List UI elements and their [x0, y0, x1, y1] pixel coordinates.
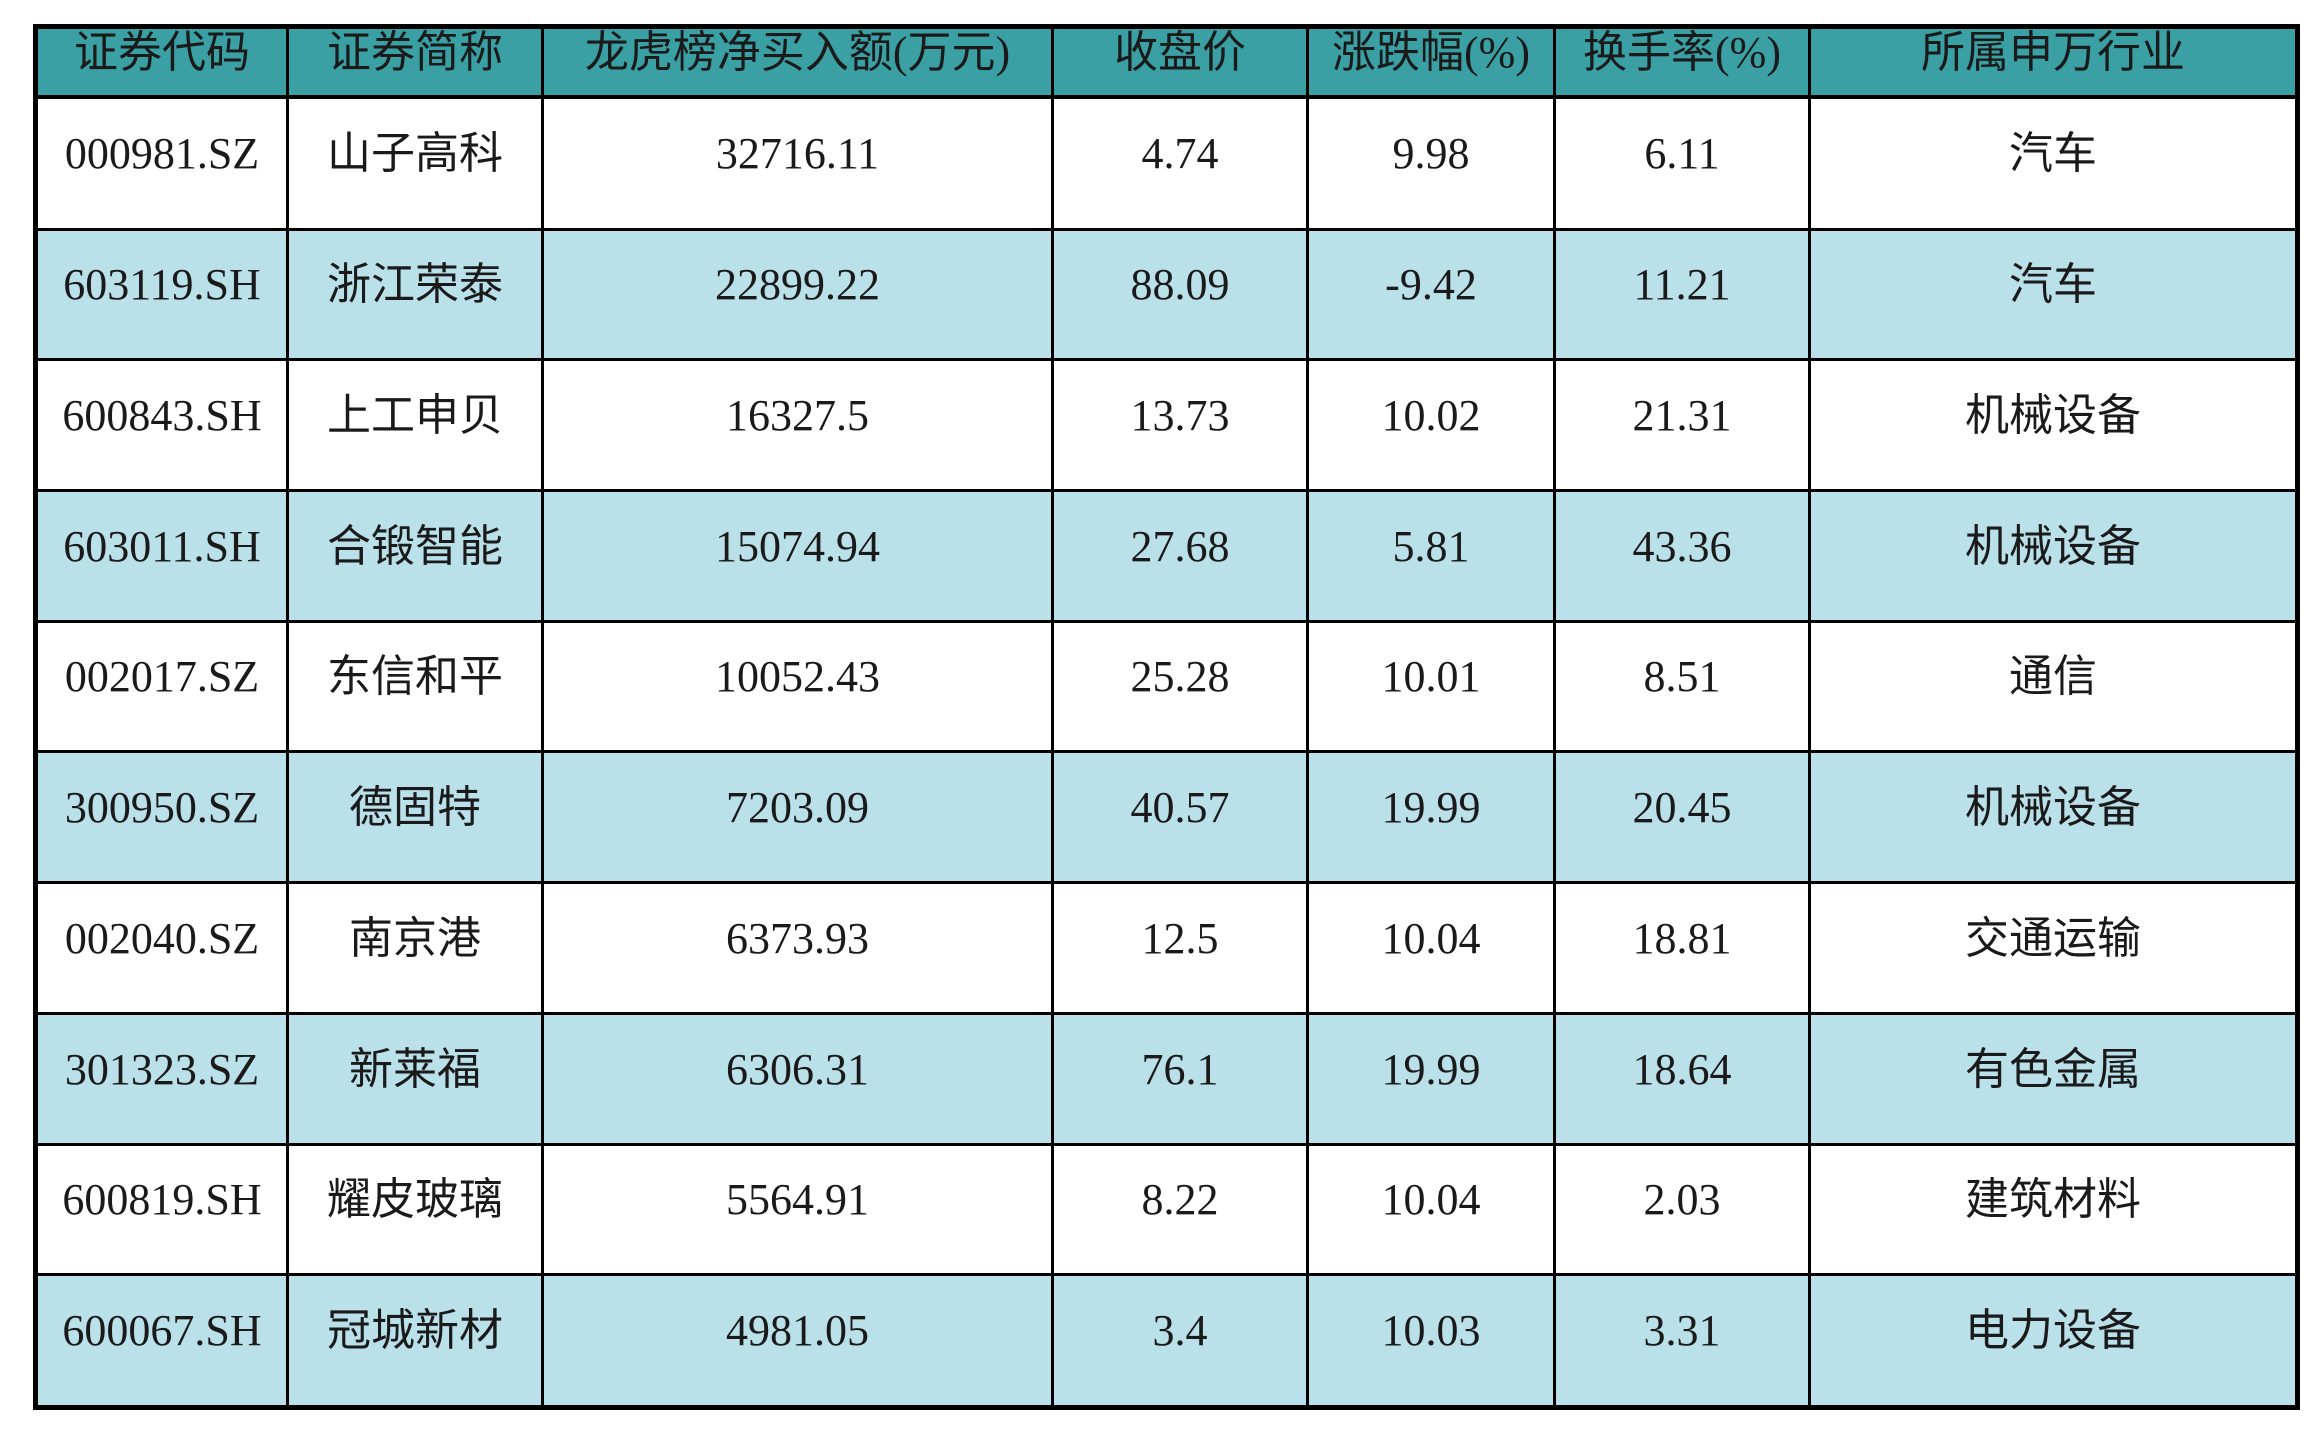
- cell-change-percent: 19.99: [1306, 1011, 1556, 1146]
- cell-turnover-percent: 21.31: [1553, 358, 1811, 492]
- cell-security-code: 002040.SZ: [34, 881, 289, 1015]
- cell-security-name: 浙江荣泰: [286, 227, 544, 362]
- cell-turnover-percent: 43.36: [1553, 488, 1811, 623]
- cell-security-name: 德固特: [286, 750, 544, 885]
- table-row: 002017.SZ 东信和平 10052.43 25.28 10.01 8.51 通信: [34, 619, 2299, 754]
- cell-change-percent: 10.04: [1306, 881, 1556, 1015]
- cell-close-price: 13.73: [1051, 358, 1309, 492]
- cell-security-code: 002017.SZ: [34, 619, 289, 754]
- cell-turnover-percent: 2.03: [1553, 1142, 1811, 1277]
- cell-net-buy-amount: 6306.31: [541, 1011, 1054, 1146]
- cell-security-code: 300950.SZ: [34, 750, 289, 885]
- cell-security-code: 603119.SH: [34, 227, 289, 362]
- cell-net-buy-amount: 4981.05: [541, 1273, 1054, 1409]
- cell-close-price: 4.74: [1051, 95, 1309, 231]
- table-row: 600843.SH 上工申贝 16327.5 13.73 10.02 21.31 机械设备: [34, 358, 2299, 492]
- table-row: 300950.SZ 德固特 7203.09 40.57 19.99 20.45 机械设备: [34, 750, 2299, 885]
- cell-security-code: 600067.SH: [34, 1273, 289, 1409]
- cell-sw-industry: 机械设备: [1808, 750, 2299, 885]
- column-header-net-buy-amount: 龙虎榜净买入额(万元): [541, 25, 1054, 100]
- cell-close-price: 40.57: [1051, 750, 1309, 885]
- table-row: 002040.SZ 南京港 6373.93 12.5 10.04 18.81 交通运输: [34, 881, 2299, 1015]
- cell-security-name: 南京港: [286, 881, 544, 1015]
- cell-change-percent: 19.99: [1306, 750, 1556, 885]
- cell-security-name: 东信和平: [286, 619, 544, 754]
- cell-sw-industry: 交通运输: [1808, 881, 2299, 1015]
- table-row: 603011.SH 合锻智能 15074.94 27.68 5.81 43.36 机械设备: [34, 488, 2299, 623]
- cell-close-price: 3.4: [1051, 1273, 1309, 1409]
- cell-security-name: 新莱福: [286, 1011, 544, 1146]
- cell-security-name: 合锻智能: [286, 488, 544, 623]
- cell-net-buy-amount: 6373.93: [541, 881, 1054, 1015]
- cell-net-buy-amount: 32716.11: [541, 95, 1054, 231]
- table-header: 证券代码 证券简称 龙虎榜净买入额(万元) 收盘价 涨跌幅(%) 换手率(%) 所属申万行业: [34, 25, 2299, 100]
- cell-change-percent: 5.81: [1306, 488, 1556, 623]
- cell-close-price: 25.28: [1051, 619, 1309, 754]
- dragon-tiger-list-table: 证券代码 证券简称 龙虎榜净买入额(万元) 收盘价 涨跌幅(%) 换手率(%) 所属申万行业…: [33, 24, 2300, 1410]
- cell-turnover-percent: 18.81: [1553, 881, 1811, 1015]
- cell-turnover-percent: 18.64: [1553, 1011, 1811, 1146]
- cell-security-name: 冠城新材: [286, 1273, 544, 1409]
- cell-security-code: 603011.SH: [34, 488, 289, 623]
- table-row: 600067.SH 冠城新材 4981.05 3.4 10.03 3.31 电力设备: [34, 1273, 2299, 1409]
- cell-net-buy-amount: 5564.91: [541, 1142, 1054, 1277]
- cell-turnover-percent: 6.11: [1553, 95, 1811, 231]
- cell-security-code: 600819.SH: [34, 1142, 289, 1277]
- cell-security-code: 301323.SZ: [34, 1011, 289, 1146]
- cell-security-code: 000981.SZ: [34, 95, 289, 231]
- cell-security-name: 耀皮玻璃: [286, 1142, 544, 1277]
- cell-change-percent: 10.01: [1306, 619, 1556, 754]
- cell-close-price: 76.1: [1051, 1011, 1309, 1146]
- cell-change-percent: 10.02: [1306, 358, 1556, 492]
- cell-sw-industry: 建筑材料: [1808, 1142, 2299, 1277]
- cell-change-percent: 10.04: [1306, 1142, 1556, 1277]
- column-header-turnover-percent: 换手率(%): [1553, 25, 1811, 100]
- column-header-sw-industry: 所属申万行业: [1808, 25, 2299, 100]
- cell-turnover-percent: 20.45: [1553, 750, 1811, 885]
- table-body: 000981.SZ 山子高科 32716.11 4.74 9.98 6.11 汽车 60311…: [34, 95, 2299, 1409]
- cell-sw-industry: 通信: [1808, 619, 2299, 754]
- cell-net-buy-amount: 15074.94: [541, 488, 1054, 623]
- cell-close-price: 88.09: [1051, 227, 1309, 362]
- cell-net-buy-amount: 7203.09: [541, 750, 1054, 885]
- cell-security-name: 上工申贝: [286, 358, 544, 492]
- cell-net-buy-amount: 22899.22: [541, 227, 1054, 362]
- cell-sw-industry: 电力设备: [1808, 1273, 2299, 1409]
- table-row: 603119.SH 浙江荣泰 22899.22 88.09 -9.42 11.21 汽车: [34, 227, 2299, 362]
- table-row: 301323.SZ 新莱福 6306.31 76.1 19.99 18.64 有色金属: [34, 1011, 2299, 1146]
- cell-turnover-percent: 11.21: [1553, 227, 1811, 362]
- cell-security-code: 600843.SH: [34, 358, 289, 492]
- cell-sw-industry: 汽车: [1808, 95, 2299, 231]
- cell-sw-industry: 机械设备: [1808, 358, 2299, 492]
- cell-change-percent: -9.42: [1306, 227, 1556, 362]
- stock-table-container: 证券代码 证券简称 龙虎榜净买入额(万元) 收盘价 涨跌幅(%) 换手率(%) 所属申万行业…: [33, 24, 2300, 1410]
- cell-change-percent: 9.98: [1306, 95, 1556, 231]
- cell-net-buy-amount: 16327.5: [541, 358, 1054, 492]
- cell-sw-industry: 有色金属: [1808, 1011, 2299, 1146]
- cell-close-price: 8.22: [1051, 1142, 1309, 1277]
- cell-sw-industry: 汽车: [1808, 227, 2299, 362]
- cell-close-price: 27.68: [1051, 488, 1309, 623]
- cell-turnover-percent: 3.31: [1553, 1273, 1811, 1409]
- column-header-change-percent: 涨跌幅(%): [1306, 25, 1556, 100]
- column-header-close-price: 收盘价: [1051, 25, 1309, 100]
- cell-net-buy-amount: 10052.43: [541, 619, 1054, 754]
- cell-turnover-percent: 8.51: [1553, 619, 1811, 754]
- table-row: 000981.SZ 山子高科 32716.11 4.74 9.98 6.11 汽车: [34, 95, 2299, 231]
- column-header-security-code: 证券代码: [34, 25, 289, 100]
- cell-sw-industry: 机械设备: [1808, 488, 2299, 623]
- cell-close-price: 12.5: [1051, 881, 1309, 1015]
- header-row: 证券代码 证券简称 龙虎榜净买入额(万元) 收盘价 涨跌幅(%) 换手率(%) 所属申万行业: [34, 25, 2299, 100]
- column-header-security-name: 证券简称: [286, 25, 544, 100]
- cell-change-percent: 10.03: [1306, 1273, 1556, 1409]
- cell-security-name: 山子高科: [286, 95, 544, 231]
- table-row: 600819.SH 耀皮玻璃 5564.91 8.22 10.04 2.03 建筑材料: [34, 1142, 2299, 1277]
